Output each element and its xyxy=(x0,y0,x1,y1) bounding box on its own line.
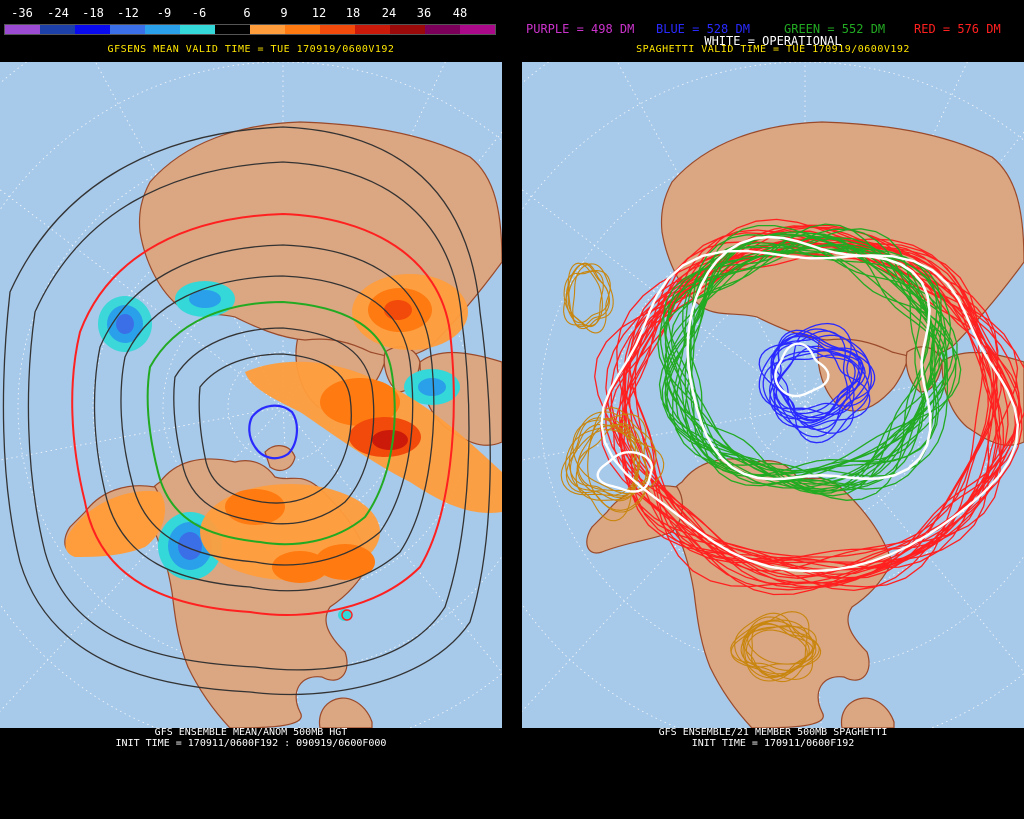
contour-gold xyxy=(565,263,610,324)
contour-528-blue xyxy=(775,328,873,411)
colorbar-swatch xyxy=(425,25,460,34)
contour-gold xyxy=(730,619,808,671)
colorbar-label: 6 xyxy=(243,6,251,20)
colorbar-label: 48 xyxy=(452,6,468,20)
colorbar-label: -24 xyxy=(47,6,69,20)
height-contours xyxy=(2,126,491,696)
pos-anomaly-pacific-sw xyxy=(65,491,165,557)
contour-552-green xyxy=(670,236,946,483)
legend-red: RED = 576 DM xyxy=(914,22,1001,36)
colorbar-label: -6 xyxy=(191,6,207,20)
legend-purple: PURPLE = 498 DM xyxy=(526,22,635,36)
operational-white xyxy=(596,450,654,493)
right-footer-line1: GFS ENSEMBLE/21 MEMBER 500MB SPAGHETTI xyxy=(658,727,888,738)
right-footer-line2: INIT TIME = 170911/0600F192 xyxy=(691,738,855,749)
operational-white xyxy=(774,342,830,398)
colorbar-swatch xyxy=(460,25,495,34)
contour-gold xyxy=(568,411,636,499)
contour-528-blue xyxy=(770,334,864,422)
colorbar-swatch xyxy=(110,25,145,34)
anomaly-colorbar xyxy=(4,24,496,35)
colorbar-label: 9 xyxy=(280,6,288,20)
colorbar-swatch xyxy=(145,25,180,34)
south-america xyxy=(840,697,895,728)
colorbar-label: -9 xyxy=(156,6,172,20)
contour-gold xyxy=(572,263,614,330)
colorbar-label: -12 xyxy=(117,6,139,20)
contour-gold xyxy=(587,424,665,511)
contour-528-blue xyxy=(770,344,861,438)
legend-green: GREEN = 552 DM xyxy=(784,22,886,36)
contour-552-green xyxy=(662,228,948,476)
operational-white xyxy=(600,249,1020,573)
colorbar-label: 36 xyxy=(416,6,432,20)
contour-gold xyxy=(747,611,817,665)
colorbar-swatch xyxy=(355,25,390,34)
spaghetti-panel: PURPLE = 498 DM BLUE = 528 DM GREEN = 55… xyxy=(522,0,1024,819)
colorbar-swatch xyxy=(320,25,355,34)
colorbar-swatch xyxy=(390,25,425,34)
contour-528-blue xyxy=(758,322,855,416)
ensemble-mean-panel: -36 -24 -18 -12 -9 -6 6 9 12 18 24 36 48… xyxy=(0,0,502,819)
contour-552-green xyxy=(689,250,925,485)
ensemble-mean-map xyxy=(0,62,502,728)
contour-552-green xyxy=(664,249,941,495)
colorbar-swatch xyxy=(215,25,250,34)
colorbar-swatch xyxy=(75,25,110,34)
contour-528-blue xyxy=(762,354,856,434)
contour-576-red xyxy=(618,251,1001,577)
left-footer-line1: GFS ENSEMBLE MEAN/ANOM 500MB HGT xyxy=(154,727,348,738)
contour-576-red xyxy=(616,226,1016,592)
operational-white xyxy=(686,235,932,481)
right-map-title: SPAGHETTI VALID TIME = TUE 170919/0600V1… xyxy=(636,44,910,55)
contour-528-blue xyxy=(248,404,298,460)
south-america xyxy=(318,697,373,728)
contour-576-red xyxy=(621,244,1019,576)
contour-gold xyxy=(730,616,808,675)
contour-552-green xyxy=(664,223,957,489)
contour-gold xyxy=(560,417,641,496)
colorbar-label: -18 xyxy=(82,6,104,20)
colorbar-label: 12 xyxy=(311,6,327,20)
contour-552-green xyxy=(146,300,396,546)
legend-blue: BLUE = 528 DM xyxy=(656,22,750,36)
colorbar-swatch xyxy=(250,25,285,34)
contour-gold xyxy=(567,270,611,334)
contour-576-red xyxy=(628,218,1002,589)
spaghetti-legend: PURPLE = 498 DM BLUE = 528 DM GREEN = 55… xyxy=(522,22,1024,36)
contour-576-red xyxy=(71,212,455,616)
colorbar-swatch xyxy=(40,25,75,34)
spaghetti-map xyxy=(522,62,1024,728)
contour-gold xyxy=(563,262,603,327)
contour-gold xyxy=(740,626,817,681)
colorbar-swatch xyxy=(5,25,40,34)
legend-white-operational: WHITE = OPERATIONAL xyxy=(704,34,842,48)
colorbar-label: 24 xyxy=(381,6,397,20)
colorbar-swatch xyxy=(180,25,215,34)
spaghetti-contours xyxy=(560,218,1024,683)
left-map-title: GFSENS MEAN VALID TIME = TUE 170919/0600… xyxy=(107,44,395,55)
contour-552-green xyxy=(659,237,962,472)
contour-gold xyxy=(745,629,820,683)
contour-576-red xyxy=(605,236,1024,569)
positive-anomalies xyxy=(65,274,502,583)
colorbar-label: 18 xyxy=(345,6,361,20)
colorbar-labels: -36 -24 -18 -12 -9 -6 6 9 12 18 24 36 48 xyxy=(0,6,502,22)
colorbar-label: -36 xyxy=(11,6,33,20)
colorbar-swatch xyxy=(285,25,320,34)
left-footer-line2: INIT TIME = 170911/0600F192 : 090919/060… xyxy=(115,738,387,749)
